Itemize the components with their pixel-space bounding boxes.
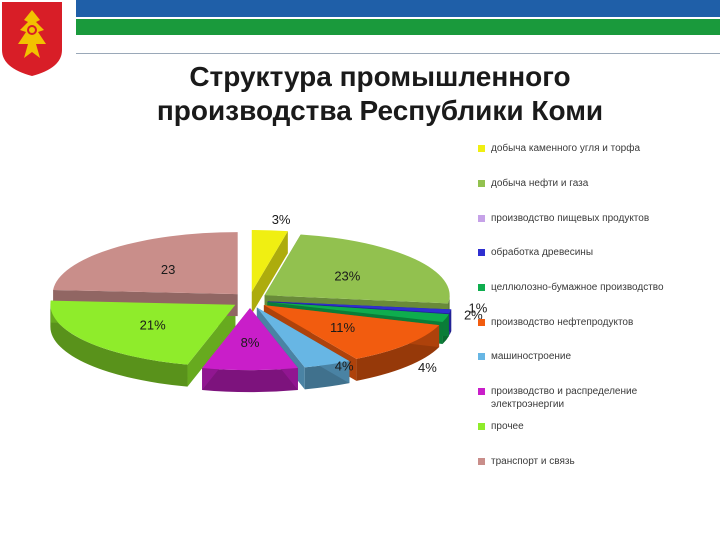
header-stripe-white	[76, 17, 720, 19]
title-line-1: Структура промышленного	[189, 61, 571, 92]
komi-emblem-icon	[2, 2, 62, 76]
data-label-добыча-нефти-и-газа: 23%	[334, 268, 360, 283]
header-stripe-blue	[76, 0, 720, 17]
legend-swatch	[478, 145, 485, 152]
slice-производство-и-распределение-электроэнергии	[202, 308, 298, 371]
data-label-транспорт-и-связь: 23	[161, 262, 175, 277]
legend-swatch	[478, 180, 485, 187]
legend-item-машиностроение: машиностроение	[478, 350, 701, 363]
slice-машиностроение	[256, 307, 350, 368]
legend-item-производство-нефтепродуктов: производство нефтепродуктов	[478, 316, 701, 329]
legend-label: целлюлозно-бумажное производство	[491, 282, 664, 293]
slice-транспорт-и-связь	[53, 232, 238, 295]
legend-swatch	[478, 458, 485, 465]
legend-item-транспорт-и-связь: транспорт и связь	[478, 455, 701, 468]
page-title: Структура промышленного производства Рес…	[60, 60, 700, 128]
legend-swatch	[478, 249, 485, 256]
legend-label: обработка древесины	[491, 247, 594, 258]
data-label-прочее: 21%	[140, 318, 166, 333]
legend-item-добыча-нефти-и-газа: добыча нефти и газа	[478, 177, 701, 190]
slice-side-прочее	[50, 304, 188, 387]
slice-cut-end-добыча-каменного-угля-и-торфа	[251, 231, 288, 314]
legend-item-производство-пищевых-продуктов: производство пищевых продуктов	[478, 212, 701, 225]
slice-добыча-каменного-угля-и-торфа	[251, 229, 288, 292]
data-label-добыча-каменного-угля-и-торфа: 3%	[272, 212, 291, 227]
legend-swatch	[478, 215, 485, 222]
legend-swatch	[478, 388, 485, 395]
data-label-машиностроение: 4%	[335, 358, 354, 373]
slice-side-производство-и-распределение-электроэнергии	[202, 367, 298, 393]
data-label-extra: 4%	[418, 360, 437, 375]
legend-item-целлюлозно-бумажное-производство: целлюлозно-бумажное производство	[478, 281, 701, 294]
header-stripe-green	[76, 19, 720, 35]
legend-swatch	[478, 319, 485, 326]
data-label-производство-и-распределение-электроэнергии: 8%	[241, 335, 260, 350]
legend-label: производство и распределение электроэнер…	[491, 386, 638, 410]
legend-label: производство пищевых продуктов	[491, 213, 650, 224]
slice-целлюлозно-бумажное-производство	[267, 302, 449, 323]
slice-side-производство-нефтепродуктов	[356, 325, 440, 381]
legend-swatch	[478, 284, 485, 291]
legend-label: машиностроение	[491, 351, 572, 362]
slice-обработка-древесины	[267, 301, 452, 314]
legend-item-производство-и-распределение-электроэнергии: производство и распределение электроэнер…	[478, 385, 701, 411]
data-label-целлюлозно-бумажное-производство: 2%	[464, 308, 483, 323]
legend-label: транспорт и связь	[491, 456, 575, 467]
legend-item-обработка-древесины: обработка древесины	[478, 246, 701, 259]
data-label-производство-нефтепродуктов: 11%	[330, 320, 355, 335]
legend-label: добыча каменного угля и торфа	[491, 143, 641, 154]
legend-item-прочее: прочее	[478, 420, 701, 433]
legend-swatch	[478, 423, 485, 430]
legend-label: добыча нефти и газа	[491, 178, 589, 189]
legend-item-добыча-каменного-угля-и-торфа: добыча каменного угля и торфа	[478, 142, 701, 155]
header-divider	[76, 53, 720, 54]
legend-swatch	[478, 353, 485, 360]
slice-добыча-нефти-и-газа	[264, 234, 450, 304]
legend-label: прочее	[491, 421, 524, 432]
title-line-2: производства Республики Коми	[156, 95, 604, 126]
data-label-обработка-древесины: 1%	[469, 300, 488, 315]
legend-label: производство нефтепродуктов	[491, 317, 634, 328]
slice-прочее	[50, 300, 236, 365]
slice-производство-нефтепродуктов	[263, 305, 440, 359]
